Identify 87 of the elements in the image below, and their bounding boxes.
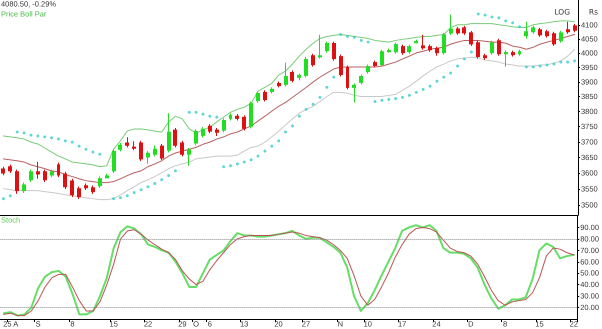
candlestick: [29, 169, 33, 182]
candlestick: [8, 164, 12, 174]
candlestick: [573, 23, 577, 33]
candlestick: [256, 90, 260, 104]
candlestick: [277, 80, 281, 88]
candlestick: [531, 25, 535, 34]
candlestick: [414, 39, 418, 44]
candlestick: [469, 30, 473, 46]
candlestick: [380, 49, 384, 68]
candlestick: [311, 53, 315, 68]
candlestick: [442, 32, 446, 56]
candlestick: [552, 31, 556, 46]
candlestick: [304, 56, 308, 78]
candlestick: [235, 114, 239, 121]
candlestick: [318, 34, 322, 60]
candlestick: [545, 29, 549, 38]
candlestick: [194, 128, 198, 146]
candlestick: [332, 41, 336, 62]
candlestick: [518, 49, 521, 56]
candlestick: [297, 73, 301, 81]
candlestick: [284, 62, 288, 87]
candlestick: [263, 90, 267, 102]
candlestick: [84, 183, 88, 190]
candlestick: [339, 54, 343, 78]
candlestick: [387, 48, 391, 54]
candlestick: [428, 44, 432, 52]
candlestick: [105, 173, 109, 179]
candlestick: [180, 140, 184, 157]
candlestick: [566, 21, 570, 34]
candlestick: [504, 50, 508, 68]
candlestick: [167, 112, 171, 153]
candlestick: [77, 186, 81, 200]
candlestick: [394, 42, 398, 54]
candlestick: [112, 149, 116, 174]
candlestick: [401, 44, 405, 56]
candlestick: [270, 86, 274, 94]
candlestick: [524, 21, 528, 40]
candlestick: [456, 26, 460, 36]
candlestick: [366, 64, 370, 74]
candlestick: [449, 14, 453, 36]
candlestick: [153, 145, 157, 157]
candlestick: [511, 50, 515, 58]
candlestick: [98, 176, 102, 189]
candlestick: [139, 140, 143, 162]
candlestick: [346, 65, 349, 90]
candlestick: [22, 182, 26, 194]
line-series: [2, 20, 576, 168]
candlestick: [559, 30, 563, 44]
candlestick: [325, 41, 329, 54]
candlestick: [43, 169, 47, 182]
candlestick: [249, 101, 253, 129]
candlestick: [497, 38, 501, 56]
candlestick: [476, 40, 480, 60]
candlestick: [63, 171, 67, 190]
candlestick: [15, 169, 19, 194]
candlestick: [373, 60, 377, 68]
candlestick: [208, 124, 212, 134]
candlestick: [407, 44, 411, 54]
candlestick: [435, 46, 439, 56]
candlestick: [70, 178, 74, 198]
candlestick: [462, 25, 466, 36]
candlestick: [1, 166, 5, 176]
candlestick: [229, 113, 232, 121]
candlestick: [490, 40, 494, 56]
candlestick: [50, 169, 54, 178]
candlestick: [132, 140, 136, 151]
candlestick: [290, 70, 294, 83]
candlestick: [36, 161, 40, 180]
candlestick: [201, 126, 205, 138]
candlestick: [215, 128, 219, 136]
candlestick: [538, 27, 542, 38]
candlestick: [91, 184, 95, 194]
candlestick: [222, 118, 226, 133]
candlestick: [173, 128, 177, 148]
candlestick: [421, 34, 425, 50]
candlestick: [57, 162, 60, 178]
candlestick: [359, 74, 363, 85]
candlestick: [187, 148, 191, 166]
candlestick: [242, 114, 246, 131]
candlestick: [352, 83, 356, 103]
candlestick: [160, 143, 164, 161]
line-series: [2, 34, 576, 184]
candlestick: [146, 150, 150, 164]
candlestick: [125, 136, 129, 148]
line-series: [2, 48, 576, 200]
candlestick: [483, 53, 487, 60]
candlestick: [118, 142, 122, 152]
